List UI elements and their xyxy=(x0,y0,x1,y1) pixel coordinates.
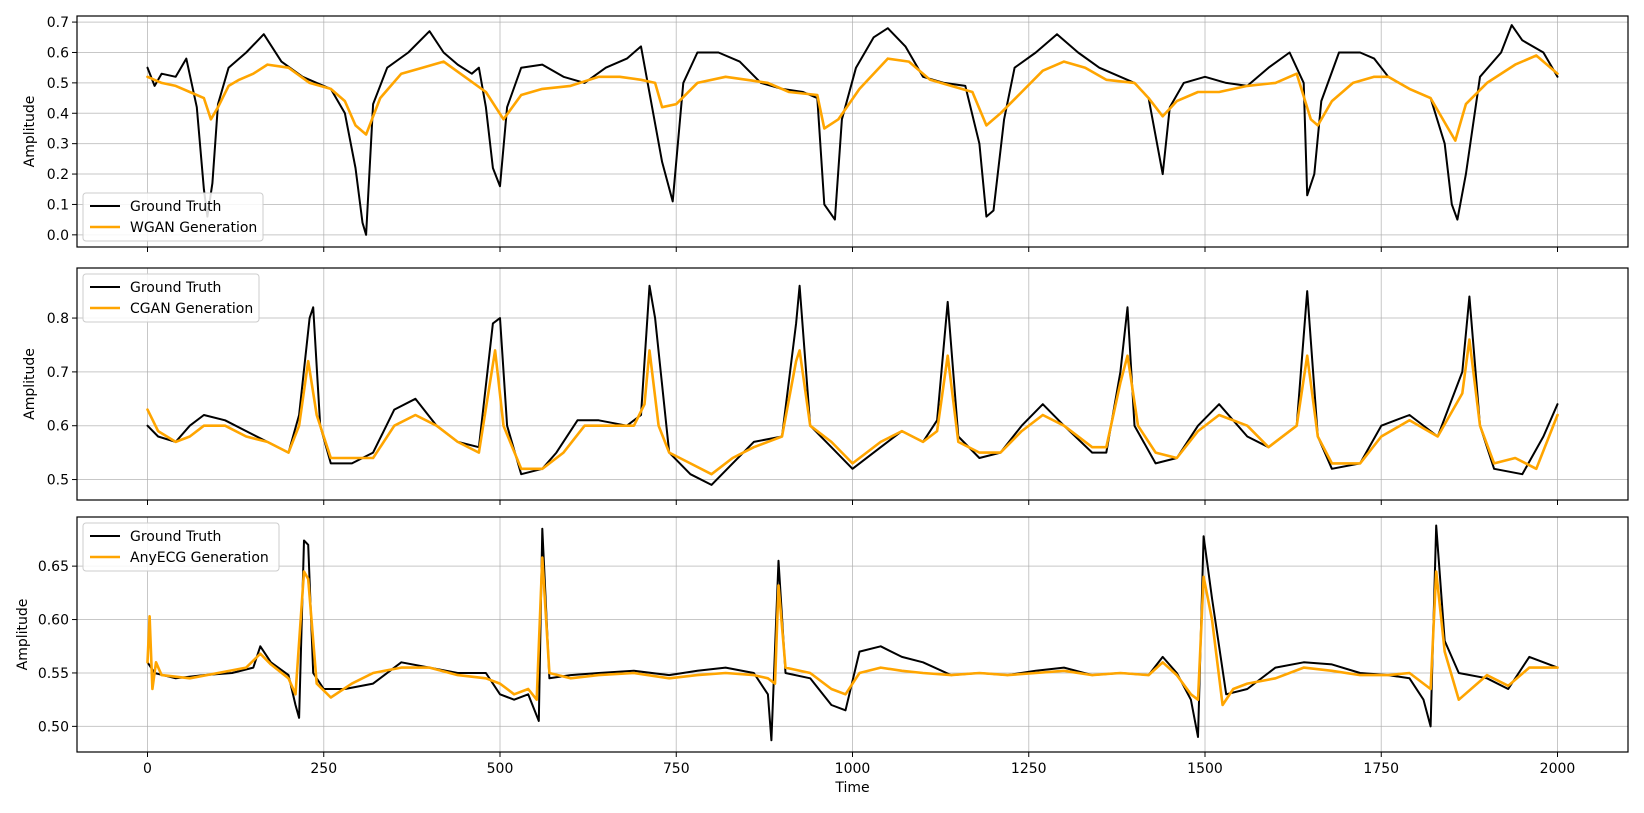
y-tick-label: 0.6 xyxy=(47,45,69,61)
y-tick-label: 0.60 xyxy=(38,613,69,629)
x-axis-label: Time xyxy=(834,780,869,796)
x-tick-label: 500 xyxy=(487,761,514,777)
legend: Ground Truth WGAN Generation xyxy=(82,192,264,242)
legend-label: Ground Truth xyxy=(130,280,221,296)
series-line-ground-truth xyxy=(146,284,1559,486)
y-tick-label: 0.2 xyxy=(47,167,69,183)
x-tick-label: 750 xyxy=(663,761,690,777)
y-axis-label: Amplitude xyxy=(22,96,38,168)
series-line-generation xyxy=(146,338,1559,476)
legend-box xyxy=(82,273,260,323)
y-tick-label: 0.50 xyxy=(38,719,69,735)
x-tick-label: 1250 xyxy=(1011,761,1047,777)
legend-label: Ground Truth xyxy=(130,199,221,215)
y-tick-label: 0.0 xyxy=(47,228,69,244)
y-axis-label: Amplitude xyxy=(22,348,38,420)
legend: Ground Truth CGAN Generation xyxy=(82,273,260,323)
x-tick-label: 250 xyxy=(310,761,337,777)
x-tick-label: 1000 xyxy=(835,761,871,777)
chart-panel-3: 0 250 500 750 1000 1250 1500 1750 2000 0.50 0.55 0.… xyxy=(15,516,1629,796)
y-tick-label: 0.3 xyxy=(47,137,69,153)
legend: Ground Truth AnyECG Generation xyxy=(82,522,280,572)
y-tick-label: 0.8 xyxy=(47,311,69,327)
y-tick-label: 0.4 xyxy=(47,106,69,122)
legend-label: CGAN Generation xyxy=(130,301,253,317)
y-tick-label: 0.7 xyxy=(47,365,69,381)
y-tick-label: 0.5 xyxy=(47,473,69,489)
chart-panel-1: 0.0 0.1 0.2 0.3 0.4 0.5 0.6 0.7 Amplitude Ground … xyxy=(22,15,1629,252)
legend-box xyxy=(82,522,280,572)
y-tick-label: 0.5 xyxy=(47,76,69,92)
series-line-ground-truth xyxy=(146,24,1559,236)
x-tick-label: 2000 xyxy=(1540,761,1576,777)
series-line-generation xyxy=(146,54,1559,142)
legend-label: WGAN Generation xyxy=(130,220,257,236)
y-tick-label: 0.6 xyxy=(47,419,69,435)
legend-label: Ground Truth xyxy=(130,529,221,545)
x-tick-label: 1750 xyxy=(1363,761,1399,777)
y-tick-label: 0.65 xyxy=(38,559,69,575)
legend-box xyxy=(82,192,264,242)
series-line-generation xyxy=(146,556,1559,707)
y-tick-label: 0.55 xyxy=(38,666,69,682)
x-tick-label: 0 xyxy=(143,761,152,777)
y-tick-label: 0.1 xyxy=(47,197,69,213)
chart-panel-2: 0.5 0.6 0.7 0.8 Amplitude Ground Truth CGAN Ge… xyxy=(22,267,1629,505)
x-tick-label: 1500 xyxy=(1187,761,1223,777)
y-tick-label: 0.7 xyxy=(47,15,69,31)
y-axis-label: Amplitude xyxy=(15,599,31,671)
legend-label: AnyECG Generation xyxy=(130,550,269,566)
